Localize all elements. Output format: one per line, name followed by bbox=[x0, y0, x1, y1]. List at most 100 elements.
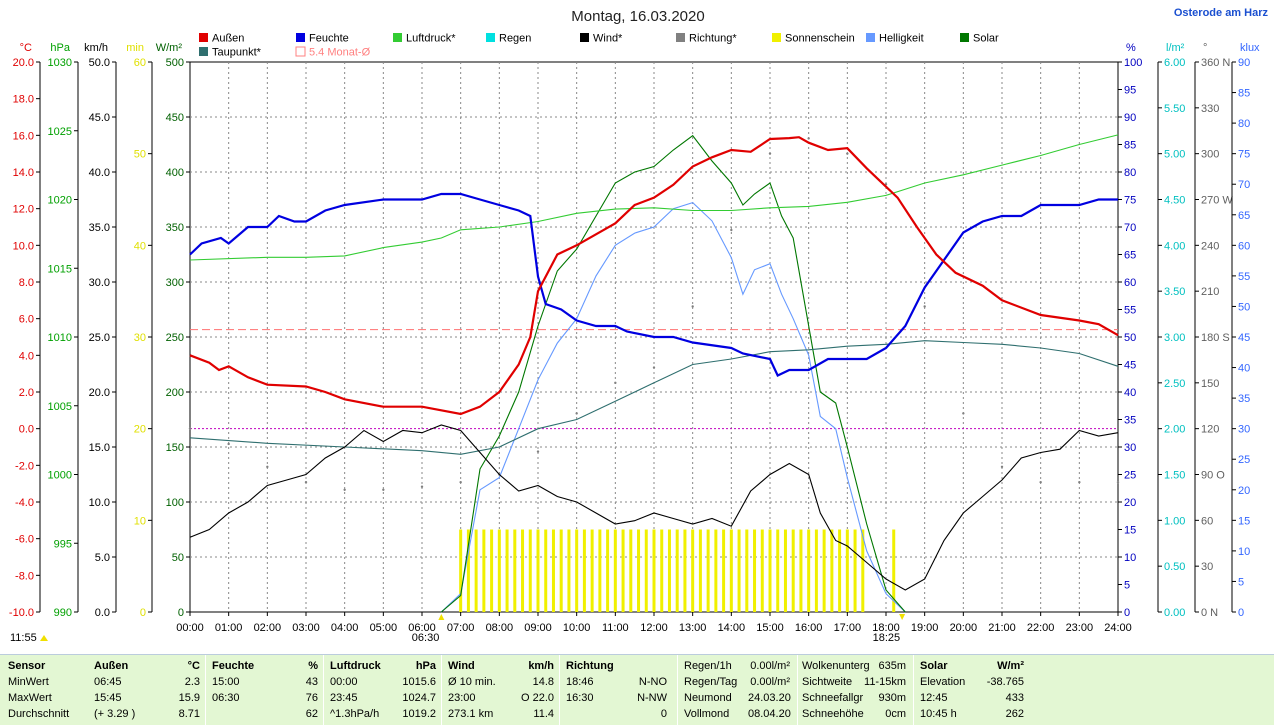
direction-point bbox=[923, 305, 926, 308]
stats-divider bbox=[205, 655, 206, 725]
stats-cell: (+ 3.29 ) bbox=[94, 708, 136, 720]
axis-unit: °C bbox=[20, 42, 32, 54]
legend-item: Feuchte bbox=[296, 33, 349, 45]
axis-tick-label: 5.00 bbox=[1164, 149, 1185, 161]
axis-tick-label: 35.0 bbox=[89, 222, 110, 234]
sunshine-bar bbox=[575, 529, 579, 612]
sunshine-bar bbox=[567, 529, 571, 612]
sunshine-bar bbox=[652, 529, 656, 612]
stats-cell: 1015.6 bbox=[402, 676, 436, 688]
stats-cell: 8.71 bbox=[178, 708, 200, 720]
stats-cell: N-NO bbox=[638, 676, 667, 688]
x-tick-label: 23:00 bbox=[1066, 622, 1094, 634]
axis-tick-label: 3.00 bbox=[1164, 332, 1185, 344]
stats-cell: O 22.0 bbox=[520, 692, 554, 704]
axis-tick-label: 25 bbox=[1124, 470, 1136, 482]
sunshine-bar bbox=[598, 529, 602, 612]
axis-tick-label: -10.0 bbox=[9, 607, 34, 619]
axis-tick-label: 75 bbox=[1124, 195, 1136, 207]
stats-cell: Neumond bbox=[684, 692, 732, 704]
axis-tick-label: 270 W bbox=[1201, 195, 1233, 207]
axis-tick-label: 20.0 bbox=[89, 387, 110, 399]
axis-tick-label: 90 O bbox=[1201, 470, 1225, 482]
stats-cell: % bbox=[308, 660, 318, 672]
axis-tick-label: 70 bbox=[1124, 222, 1136, 234]
x-tick-label: 24:00 bbox=[1104, 622, 1132, 634]
series-feuchte bbox=[189, 192, 1118, 377]
direction-point bbox=[652, 366, 656, 369]
axis-tick-label: 20 bbox=[1238, 485, 1250, 497]
stats-cell: 10:45 h bbox=[920, 708, 957, 720]
legend-item: Richtung* bbox=[676, 33, 737, 45]
axis-tick-label: 40 bbox=[1238, 363, 1250, 375]
axis-tick-label: 30 bbox=[1124, 442, 1136, 454]
sunset-label: 18:25 bbox=[873, 632, 901, 644]
axis-tick-label: 1010 bbox=[48, 332, 72, 344]
x-tick-label: 00:00 bbox=[176, 622, 204, 634]
axis-tick-label: 16.0 bbox=[13, 130, 34, 142]
legend-swatch bbox=[199, 33, 208, 42]
axis-tick-label: 10 bbox=[1238, 546, 1250, 558]
legend-label: Außen bbox=[212, 33, 244, 45]
x-tick-label: 09:00 bbox=[524, 622, 552, 634]
stats-cell: 06:30 bbox=[212, 692, 240, 704]
axis-tick-label: 2.0 bbox=[19, 387, 34, 399]
axis-tick-label: 35 bbox=[1124, 415, 1136, 427]
sunshine-bar bbox=[722, 529, 726, 612]
axis-tick-label: 1005 bbox=[48, 401, 72, 413]
legend-label: Helligkeit bbox=[879, 33, 924, 45]
x-tick-label: 16:00 bbox=[795, 622, 823, 634]
axis-tick-label: 0 N bbox=[1201, 607, 1218, 619]
stats-cell: 1024.7 bbox=[402, 692, 436, 704]
series-solar bbox=[440, 134, 906, 613]
stats-cell: km/h bbox=[528, 660, 554, 672]
sunshine-bar bbox=[683, 529, 687, 612]
legend-label: Wind* bbox=[593, 33, 623, 45]
direction-point bbox=[730, 228, 733, 232]
sunshine-bar bbox=[536, 529, 540, 612]
stats-cell: 62 bbox=[305, 708, 318, 720]
axis-tick-label: 5 bbox=[1238, 576, 1244, 588]
sunshine-bar bbox=[822, 529, 826, 612]
left-axis: km/h 50.0 45.0 40.0 35.0 30.0 25.0 20.0 15.0 10.0… bbox=[84, 42, 117, 619]
axis-tick-label: 65 bbox=[1238, 210, 1250, 222]
series-helligkeit bbox=[440, 201, 906, 613]
stats-cell: N-NW bbox=[637, 692, 667, 704]
axis-tick-label: -6.0 bbox=[15, 534, 34, 546]
stats-cell: Wind bbox=[448, 660, 475, 672]
stats-cell: 273.1 km bbox=[448, 708, 494, 720]
reference-lines bbox=[190, 329, 1118, 430]
sunshine-bar bbox=[737, 529, 741, 612]
axis-tick-label: 0.00 bbox=[1164, 607, 1185, 619]
right-axis: %100959085807570656055504540353025201510… bbox=[1117, 42, 1142, 619]
legend-swatch bbox=[772, 33, 781, 42]
axis-tick-label: 4.0 bbox=[19, 350, 34, 362]
axis-tick-label: 50 bbox=[1124, 332, 1136, 344]
axis-unit: l/m² bbox=[1166, 42, 1185, 54]
direction-point bbox=[768, 152, 772, 155]
x-tick-label: 01:00 bbox=[215, 622, 243, 634]
legend-label: Sonnenschein bbox=[785, 33, 855, 45]
x-tick-label: 04:00 bbox=[331, 622, 359, 634]
x-tick-label: 08:00 bbox=[486, 622, 514, 634]
stats-cell: Schneehöhe bbox=[802, 708, 864, 720]
stats-divider bbox=[797, 655, 798, 725]
weather-chart: Montag, 16.03.2020 Osterode am Harz Auße… bbox=[9, 7, 1269, 644]
stats-cell: °C bbox=[187, 660, 200, 672]
axis-tick-label: 65 bbox=[1124, 250, 1136, 262]
axis-tick-label: 3.50 bbox=[1164, 286, 1185, 298]
axis-tick-label: 20 bbox=[134, 424, 146, 436]
axis-unit: km/h bbox=[84, 42, 108, 54]
sunshine-bar bbox=[760, 529, 764, 612]
axis-tick-label: 995 bbox=[54, 538, 72, 550]
stats-cell: Regen/Tag bbox=[684, 676, 738, 688]
series-line bbox=[189, 192, 1118, 377]
stats-cell: 262 bbox=[1005, 708, 1024, 720]
direction-point bbox=[1078, 480, 1081, 484]
axis-tick-label: 12.0 bbox=[13, 204, 34, 216]
axis-tick-label: 60 bbox=[1201, 515, 1213, 527]
axis-tick-label: 180 S bbox=[1201, 332, 1230, 344]
axis-tick-label: 0.0 bbox=[19, 424, 34, 436]
stats-cell: 16:30 bbox=[566, 692, 594, 704]
left-axes: °C 20.0 18.0 16.0 14.0 12.0 10.0 8.0 6.0 4.0 2.0 0.… bbox=[9, 42, 191, 619]
